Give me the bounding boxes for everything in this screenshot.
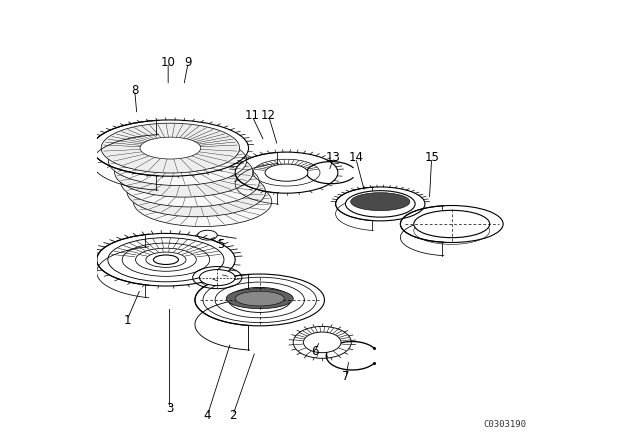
Text: 6: 6: [311, 345, 318, 358]
Ellipse shape: [147, 150, 208, 172]
Ellipse shape: [226, 289, 293, 309]
Ellipse shape: [133, 177, 272, 227]
Ellipse shape: [121, 157, 259, 207]
Ellipse shape: [414, 210, 490, 238]
Ellipse shape: [346, 191, 415, 217]
Text: 5: 5: [217, 237, 225, 250]
Ellipse shape: [101, 123, 239, 173]
Ellipse shape: [235, 291, 284, 306]
Ellipse shape: [265, 164, 308, 181]
Text: 12: 12: [261, 109, 276, 122]
Ellipse shape: [351, 193, 410, 211]
Text: 7: 7: [342, 370, 349, 383]
Ellipse shape: [159, 171, 220, 193]
Ellipse shape: [172, 191, 233, 213]
Ellipse shape: [154, 161, 214, 183]
Text: 4: 4: [204, 409, 211, 422]
Ellipse shape: [108, 136, 247, 185]
Ellipse shape: [200, 270, 235, 286]
Ellipse shape: [303, 332, 341, 353]
Text: 9: 9: [184, 56, 192, 69]
Text: 3: 3: [166, 401, 173, 414]
Text: 10: 10: [161, 56, 175, 69]
Text: 14: 14: [348, 151, 364, 164]
Ellipse shape: [115, 147, 253, 197]
Ellipse shape: [166, 181, 227, 203]
Text: 2: 2: [229, 409, 237, 422]
Ellipse shape: [140, 137, 201, 159]
Text: C0303190: C0303190: [484, 420, 527, 429]
Text: 8: 8: [131, 83, 138, 96]
Text: 1: 1: [124, 314, 131, 327]
Ellipse shape: [154, 255, 179, 264]
Ellipse shape: [127, 167, 266, 217]
Text: 15: 15: [424, 151, 439, 164]
Text: 13: 13: [326, 151, 341, 164]
Text: 11: 11: [244, 109, 260, 122]
